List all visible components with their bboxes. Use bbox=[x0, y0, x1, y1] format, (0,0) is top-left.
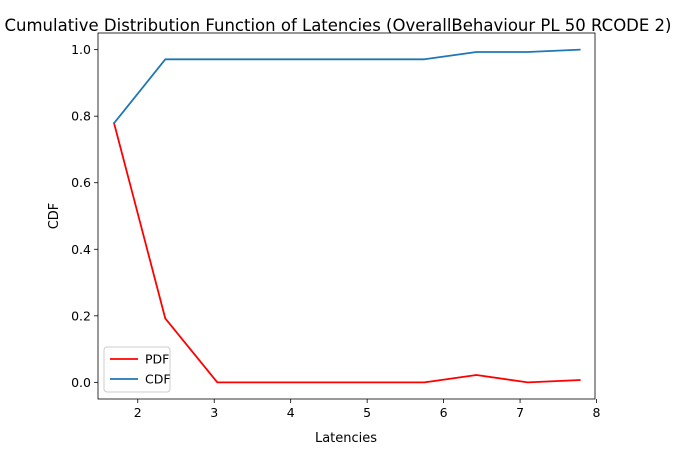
x-tick-label: 6 bbox=[440, 405, 448, 420]
y-tick-label: 0.8 bbox=[71, 109, 91, 124]
legend: PDF CDF bbox=[103, 346, 171, 393]
y-axis-label: CDF bbox=[47, 203, 62, 230]
y-axis-ticks: 0.0 0.2 0.4 0.6 0.8 1.0 bbox=[71, 42, 98, 390]
x-tick-label: 5 bbox=[363, 405, 371, 420]
x-tick-label: 3 bbox=[210, 405, 218, 420]
x-axis-label: Latencies bbox=[315, 431, 377, 446]
x-tick-label: 2 bbox=[134, 405, 142, 420]
series-line-pdf bbox=[112, 122, 581, 384]
series-layer bbox=[112, 48, 581, 384]
x-tick-label: 7 bbox=[516, 405, 524, 420]
y-tick-label: 0.6 bbox=[71, 175, 91, 190]
plot-frame bbox=[97, 32, 596, 400]
x-axis-ticks: 2 3 4 5 6 7 8 bbox=[134, 399, 601, 420]
y-tick-label: 1.0 bbox=[71, 42, 91, 57]
x-tick-label: 4 bbox=[287, 405, 295, 420]
y-tick-label: 0.2 bbox=[71, 308, 91, 323]
legend-label-pdf: PDF bbox=[145, 352, 169, 367]
y-tick-label: 0.4 bbox=[71, 242, 91, 257]
x-tick-label: 8 bbox=[593, 405, 601, 420]
y-tick-label: 0.0 bbox=[71, 375, 91, 390]
plot-area bbox=[98, 33, 595, 399]
legend-label-cdf: CDF bbox=[145, 372, 171, 387]
series-line-cdf bbox=[112, 48, 581, 125]
chart-title: Cumulative Distribution Function of Late… bbox=[5, 16, 672, 35]
